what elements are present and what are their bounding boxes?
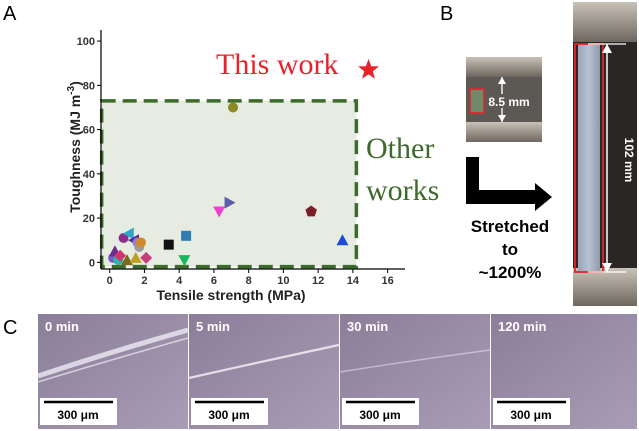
scale-bar-label: 300 μm bbox=[57, 408, 98, 422]
original-length-label: 8.5 mm bbox=[488, 95, 529, 109]
data-point bbox=[224, 196, 236, 209]
other-works-label-line2: works bbox=[366, 174, 439, 207]
x-tick-labels: 0 2 4 6 8 10 12 14 16 bbox=[107, 275, 394, 287]
data-point bbox=[336, 234, 349, 246]
x-tick-label: 6 bbox=[211, 275, 217, 287]
data-point bbox=[178, 255, 191, 267]
data-point bbox=[135, 237, 146, 248]
scale-bar-label: 300 μm bbox=[208, 408, 249, 422]
panel-label-a: A bbox=[3, 3, 17, 25]
stretched-sample-photo: 102 mm bbox=[573, 2, 637, 306]
stretched-length-label: 102 mm bbox=[622, 138, 636, 183]
y-tick-label: 60 bbox=[83, 125, 95, 137]
stretched-text-line3: ~1200% bbox=[479, 263, 542, 282]
scale-bar-label: 300 μm bbox=[359, 408, 400, 422]
scatter-chart: 0 2 4 6 8 10 12 14 16 0 20 40 60 80 100 bbox=[77, 30, 405, 287]
data-point bbox=[228, 102, 239, 113]
y-tick-label: 100 bbox=[77, 36, 95, 48]
x-axis-title: Tensile strength (MPa) bbox=[156, 287, 305, 303]
frame-time-label: 120 min bbox=[498, 319, 546, 334]
unstretched-sample-photo: 8.5 mm bbox=[466, 57, 542, 142]
stretched-text-line1: Stretched bbox=[471, 217, 549, 236]
data-points bbox=[108, 102, 349, 267]
panel-label-b: B bbox=[440, 3, 453, 25]
frame-time-label: 30 min bbox=[347, 319, 388, 334]
data-point bbox=[305, 205, 317, 217]
y-tick-labels: 0 20 40 60 80 100 bbox=[77, 36, 95, 269]
x-tick-label: 4 bbox=[176, 275, 183, 287]
panel-label-c: C bbox=[3, 317, 17, 339]
data-point bbox=[129, 251, 142, 263]
x-tick-label: 12 bbox=[312, 275, 324, 287]
x-tick-label: 8 bbox=[246, 275, 252, 287]
star-marker bbox=[358, 58, 379, 79]
chart-axes bbox=[97, 30, 405, 273]
other-works-label-line1: Other bbox=[366, 132, 434, 165]
stretched-text-line2: to bbox=[502, 240, 518, 259]
data-point bbox=[114, 249, 127, 262]
this-work-label: This work bbox=[216, 48, 339, 81]
data-point bbox=[213, 206, 226, 218]
frame-time-label: 5 min bbox=[196, 319, 230, 334]
data-point bbox=[163, 239, 174, 250]
frame-time-label: 0 min bbox=[45, 319, 79, 334]
scale-bar-label: 300 μm bbox=[510, 408, 551, 422]
y-tick-label: 80 bbox=[83, 80, 95, 92]
y-axis-title: Toughness (MJ m-3) bbox=[66, 81, 83, 213]
micrograph-30min: 30 min 300 μm bbox=[339, 314, 491, 429]
micrograph-0min: 0 min 300 μm bbox=[37, 314, 189, 429]
y-tick-label: 20 bbox=[83, 213, 95, 225]
micrograph-5min: 5 min 300 μm bbox=[188, 314, 340, 429]
stretch-arrow bbox=[466, 157, 552, 211]
micrograph-120min: 120 min 300 μm bbox=[491, 314, 637, 429]
x-tick-label: 0 bbox=[107, 275, 113, 287]
y-tick-label: 0 bbox=[89, 257, 95, 269]
data-point bbox=[140, 251, 153, 264]
y-tick-label: 40 bbox=[83, 169, 95, 181]
x-tick-label: 10 bbox=[277, 275, 289, 287]
x-tick-label: 2 bbox=[141, 275, 147, 287]
data-point bbox=[122, 227, 134, 240]
data-point bbox=[118, 233, 129, 244]
x-tick-label: 14 bbox=[347, 275, 360, 287]
this-work-point bbox=[358, 58, 379, 79]
data-point bbox=[181, 230, 192, 241]
x-tick-label: 16 bbox=[382, 275, 394, 287]
